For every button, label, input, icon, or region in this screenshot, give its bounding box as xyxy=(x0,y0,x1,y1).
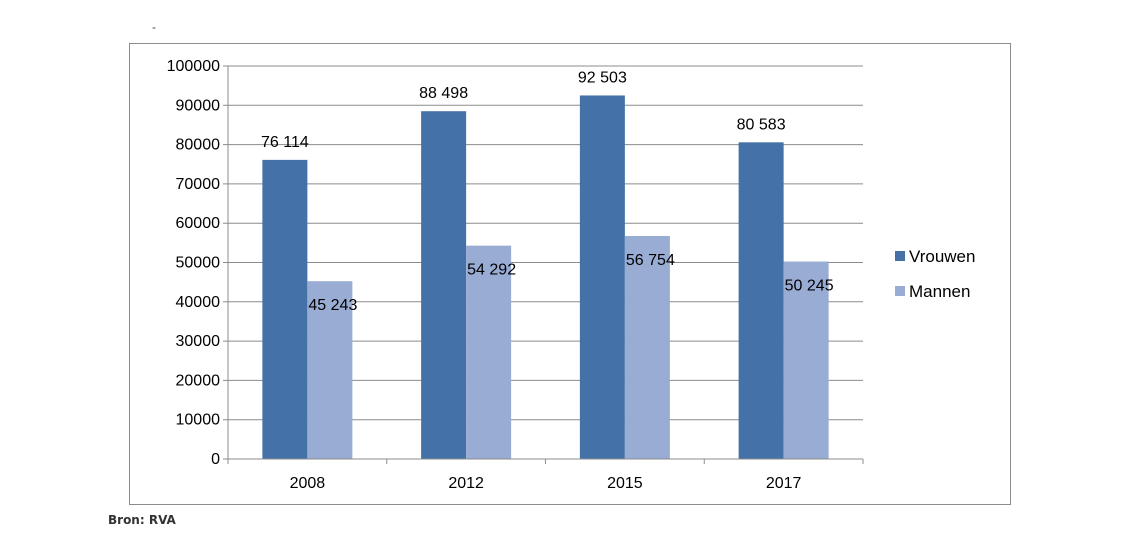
top-mark: - xyxy=(152,20,156,34)
legend-label-mannen: Mannen xyxy=(909,282,970,301)
data-label: 92 503 xyxy=(578,69,627,86)
y-tick-label: 30000 xyxy=(176,333,221,350)
legend-swatch-vrouwen xyxy=(895,251,905,261)
x-tick-label: 2017 xyxy=(766,475,802,492)
source-note: Bron: RVA xyxy=(108,513,176,527)
y-tick-label: 80000 xyxy=(176,137,221,154)
data-label: 76 114 xyxy=(261,134,309,151)
y-tick-label: 10000 xyxy=(176,412,221,429)
y-tick-label: 0 xyxy=(211,451,220,468)
data-label: 88 498 xyxy=(419,85,468,102)
y-tick-label: 100000 xyxy=(167,58,220,75)
x-tick-label: 2015 xyxy=(607,475,643,492)
data-label: 45 243 xyxy=(308,297,357,314)
y-tick-label: 20000 xyxy=(176,372,221,389)
x-tick-label: 2012 xyxy=(448,475,484,492)
bar-vrouwen-2008 xyxy=(262,159,308,459)
y-tick-label: 60000 xyxy=(176,215,221,232)
y-tick-label: 70000 xyxy=(176,176,221,193)
y-tick-label: 90000 xyxy=(176,97,221,114)
bar-mannen-2012 xyxy=(466,245,512,459)
x-tick-label: 2008 xyxy=(290,475,326,492)
bar-mannen-2017 xyxy=(783,261,829,459)
y-tick-label: 50000 xyxy=(176,255,221,272)
bar-vrouwen-2017 xyxy=(738,142,784,459)
bar-vrouwen-2012 xyxy=(421,111,467,460)
legend-label-vrouwen: Vrouwen xyxy=(909,247,975,266)
y-tick-label: 40000 xyxy=(176,294,221,311)
bar-mannen-2015 xyxy=(624,235,670,459)
data-label: 80 583 xyxy=(737,116,786,133)
legend-swatch-mannen xyxy=(895,286,905,296)
data-label: 56 754 xyxy=(626,252,675,269)
data-label: 54 292 xyxy=(467,262,516,279)
bar-mannen-2008 xyxy=(307,281,353,459)
bar-vrouwen-2015 xyxy=(579,95,625,460)
data-label: 50 245 xyxy=(785,278,834,295)
